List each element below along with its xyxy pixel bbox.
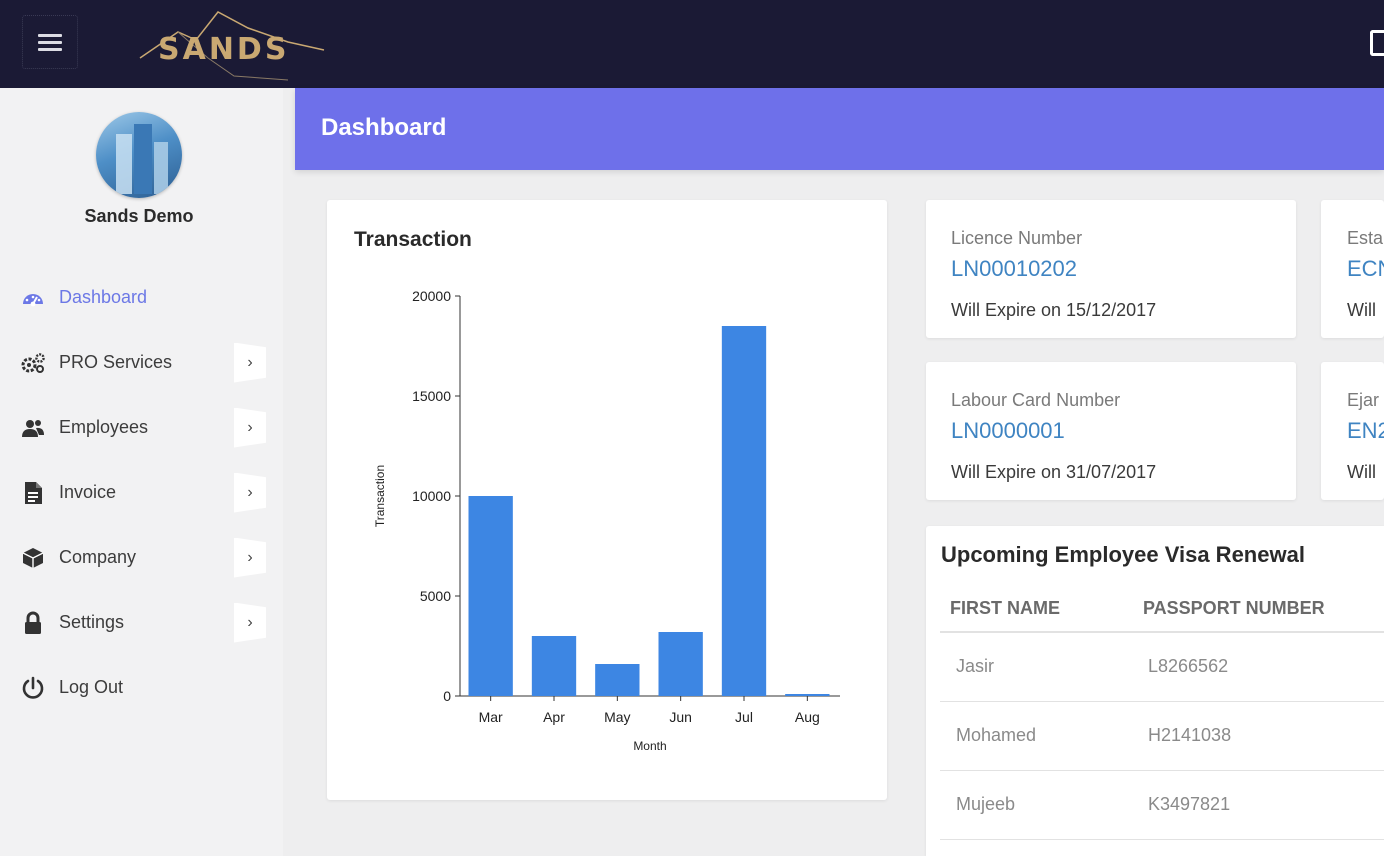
sidebar-item-label: Company	[59, 547, 137, 567]
table-row[interactable]: Jasir L8266562	[940, 632, 1384, 702]
passport-number-cell: H2141038	[1143, 701, 1384, 771]
ejari-card[interactable]: Ejar EN2 Will	[1321, 362, 1384, 500]
first-name-cell: Mujeeb	[940, 770, 1143, 840]
sidebar-item-label: Settings	[59, 612, 125, 632]
establishment-expiry: Will	[1347, 300, 1376, 320]
users-icon	[20, 415, 46, 441]
sidebar-item-label: Invoice	[59, 482, 117, 502]
y-axis-label: Transaction	[373, 465, 387, 527]
y-tick-label: 0	[443, 688, 451, 704]
sidebar-item-employees[interactable]: Employees ›	[0, 395, 283, 460]
establishment-label: Esta	[1347, 228, 1384, 248]
licence-label: Licence Number	[951, 228, 1083, 248]
chart-bar	[595, 664, 640, 696]
sidebar-item-label: Log Out	[59, 677, 124, 697]
top-bar: SANDS	[0, 0, 1384, 88]
labour-card-label: Labour Card Number	[951, 390, 1121, 410]
labour-card-number[interactable]: LN0000001	[951, 418, 1065, 443]
power-icon	[20, 675, 46, 701]
ejari-expiry: Will	[1347, 462, 1376, 482]
chevron-right-icon[interactable]: ›	[234, 472, 266, 513]
sidebar-item-dashboard[interactable]: Dashboard	[0, 265, 283, 330]
chart-bar	[721, 326, 767, 696]
sidebar-item-invoice[interactable]: Invoice ›	[0, 460, 283, 525]
column-header-passport-number: PASSPORT NUMBER	[1143, 586, 1384, 633]
lock-icon	[20, 610, 46, 636]
x-tick-label: May	[604, 709, 630, 725]
sidebar-item-settings[interactable]: Settings ›	[0, 590, 283, 655]
chevron-right-icon[interactable]: ›	[234, 602, 266, 643]
table-row[interactable]: Mohamed H2141038	[940, 701, 1384, 771]
sidebar-item-log-out[interactable]: Log Out	[0, 655, 283, 720]
column-header-first-name: FIRST NAME	[940, 586, 1143, 633]
chart-bar	[531, 636, 577, 696]
chevron-right-icon[interactable]: ›	[234, 342, 266, 383]
fullscreen-icon[interactable]	[1370, 30, 1384, 56]
cube-icon	[20, 545, 46, 571]
x-tick-label: Aug	[795, 709, 820, 725]
ejari-number[interactable]: EN2	[1347, 418, 1384, 443]
passport-number-cell: L8266562	[1143, 632, 1384, 702]
x-tick-label: Jul	[735, 709, 753, 725]
licence-number[interactable]: LN00010202	[951, 256, 1078, 281]
sidebar-item-label: PRO Services	[59, 352, 173, 372]
licence-card[interactable]: Licence Number LN00010202 Will Expire on…	[926, 200, 1296, 338]
x-tick-label: Jun	[669, 709, 692, 725]
ejari-label: Ejar	[1347, 390, 1380, 410]
sands-logo[interactable]: SANDS	[138, 6, 328, 82]
mountain-logo-icon	[139, 11, 325, 81]
labour-card-expiry: Will Expire on 31/07/2017	[951, 462, 1157, 482]
labour-card[interactable]: Labour Card Number LN0000001 Will Expire…	[926, 362, 1296, 500]
chevron-right-icon[interactable]: ›	[234, 537, 266, 578]
chevron-right-icon[interactable]: ›	[234, 407, 266, 448]
dashboard-icon	[20, 285, 46, 311]
chart-bar	[468, 496, 513, 696]
file-icon	[20, 480, 46, 506]
x-axis-label: Month	[633, 739, 666, 753]
establishment-card[interactable]: Esta ECN Will	[1321, 200, 1384, 338]
licence-expiry: Will Expire on 15/12/2017	[951, 300, 1157, 320]
chart-title: Transaction	[354, 228, 472, 251]
visa-renewal-card: Upcoming Employee Visa Renewal FIRST NAM…	[926, 526, 1384, 856]
logo-text: SANDS	[158, 32, 290, 67]
y-tick-label: 15000	[412, 388, 451, 404]
sidebar-item-pro-services[interactable]: PRO Services ›	[0, 330, 283, 395]
chart-bar	[658, 632, 703, 696]
first-name-cell: Mohamed	[940, 701, 1143, 771]
user-name: Sands Demo	[84, 206, 194, 226]
sidebar-menu: Dashboard PRO Services › Employees › Inv…	[0, 265, 283, 720]
establishment-number[interactable]: ECN	[1347, 256, 1384, 281]
visa-renewal-title: Upcoming Employee Visa Renewal	[941, 542, 1305, 567]
y-tick-label: 20000	[412, 288, 451, 304]
x-tick-label: Mar	[479, 709, 503, 725]
x-tick-label: Apr	[543, 709, 565, 725]
transaction-chart-card: Transaction 0 5000 10000 15000 20000 Mar Apr Ma…	[327, 200, 887, 800]
page-header: Dashboard	[295, 88, 1384, 170]
first-name-cell: Jasir	[940, 632, 1143, 702]
y-tick-label: 5000	[420, 588, 451, 604]
table-row[interactable]: Mujeeb K3497821	[940, 770, 1384, 840]
sidebar: Sands Demo Dashboard PRO Services › Empl…	[0, 88, 283, 856]
sidebar-item-label: Employees	[59, 417, 149, 437]
avatar[interactable]	[96, 112, 182, 198]
passport-number-cell: K3497821	[1143, 770, 1384, 840]
transaction-bar-chart: 0 5000 10000 15000 20000 Mar Apr May Jun Jul Aug Mo…	[373, 288, 840, 753]
sidebar-item-label: Dashboard	[59, 287, 148, 307]
sidebar-item-company[interactable]: Company ›	[0, 525, 283, 590]
hamburger-icon[interactable]	[22, 15, 78, 69]
chart-bar	[785, 694, 830, 696]
table-header-row: FIRST NAME PASSPORT NUMBER	[940, 586, 1384, 633]
y-tick-label: 10000	[412, 488, 451, 504]
page-title: Dashboard	[321, 114, 447, 141]
gears-icon	[20, 350, 46, 376]
visa-renewal-table: FIRST NAME PASSPORT NUMBER Jasir L826656…	[940, 586, 1384, 840]
